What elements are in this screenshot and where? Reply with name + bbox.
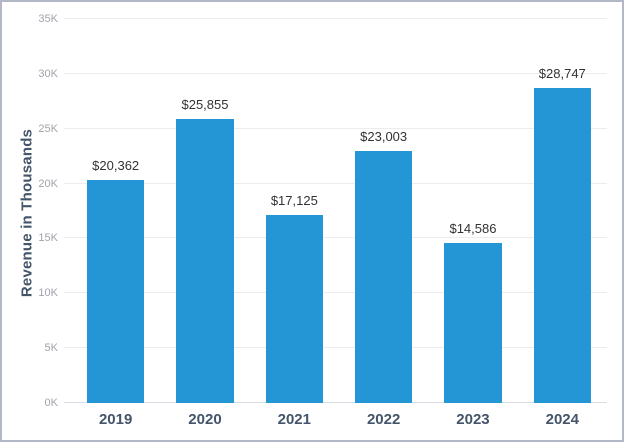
gridline <box>64 18 607 19</box>
y-axis-tick-label: 25K <box>38 122 58 135</box>
bar-group-2022: $23,003 <box>339 19 428 403</box>
gridline <box>64 347 607 349</box>
gridline <box>64 292 607 294</box>
y-axis-tick-label: 5K <box>44 342 58 355</box>
bar-2019[interactable] <box>87 179 145 403</box>
gridline <box>64 237 607 239</box>
bar-group-2020: $25,855 <box>160 19 249 403</box>
x-axis-label-2022: 2022 <box>366 411 401 428</box>
x-axis-label-2019: 2019 <box>98 411 133 428</box>
x-axis-labels: 2019 2020 2021 2022 2023 2024 <box>71 411 607 433</box>
y-axis-title: Revenue in Thousands <box>18 128 36 298</box>
x-axis-label-2024: 2024 <box>545 411 579 428</box>
bar-group-2021: $17,125 <box>250 19 339 403</box>
bar-value-label: $25,855 <box>181 97 229 113</box>
gridline <box>64 72 607 74</box>
bar-2020[interactable] <box>176 119 234 403</box>
bar-series: $20,362 $25,855 $17,125 $23,003 $14,586 $28,7… <box>71 19 607 403</box>
bar-2021[interactable] <box>265 215 323 403</box>
bar-group-2023: $14,586 <box>428 19 517 403</box>
plot-area: 0K 5K 10K 15K 20K 25K 30K 35K $20,362 $25,855 $17,… <box>38 13 607 409</box>
gridline <box>64 402 607 403</box>
gridline <box>64 182 607 184</box>
x-axis-label-2020: 2020 <box>188 411 222 428</box>
x-axis-label-2021: 2021 <box>277 411 311 428</box>
bar-group-2019: $20,362 <box>71 19 160 403</box>
y-axis-tick-label: 35K <box>38 13 58 25</box>
y-axis-tick-label: 20K <box>38 177 58 190</box>
bar-2024[interactable] <box>533 87 591 403</box>
bar-value-label: $20,362 <box>92 157 140 173</box>
bar-group-2024: $28,747 <box>518 19 607 403</box>
y-axis-tick-label: 0K <box>44 397 58 409</box>
gridline <box>64 127 607 129</box>
x-axis-label-2023: 2023 <box>456 411 490 428</box>
bar-2022[interactable] <box>355 150 413 403</box>
y-axis-tick-label: 30K <box>38 67 58 80</box>
y-axis-tick-label: 10K <box>38 287 58 300</box>
bar-value-label: $14,586 <box>449 220 497 236</box>
bar-value-label: $23,003 <box>360 128 408 144</box>
bar-value-label: $17,125 <box>270 193 318 209</box>
bar-value-label: $28,747 <box>538 65 586 81</box>
y-axis-tick-label: 15K <box>38 232 58 245</box>
bar-2023[interactable] <box>444 242 502 403</box>
